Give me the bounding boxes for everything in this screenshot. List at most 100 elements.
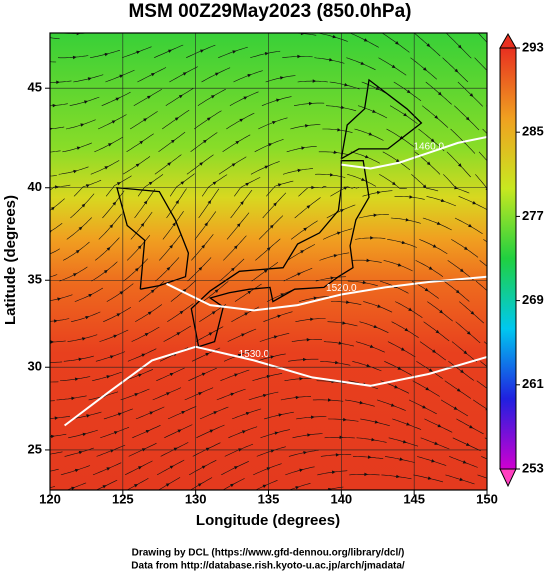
stream-arrow: [469, 93, 474, 97]
stream-arrow: [460, 369, 464, 374]
streamline: [50, 175, 57, 177]
stream-arrow: [428, 368, 433, 372]
stream-arrow: [469, 424, 474, 429]
y-tick-label: 35: [28, 272, 42, 287]
stream-arrow: [201, 465, 206, 469]
stream-arrow: [116, 313, 121, 317]
stream-arrow: [303, 227, 308, 232]
streamline: [50, 248, 60, 255]
streamline: [442, 57, 469, 83]
stream-arrow: [209, 429, 214, 433]
streamline: [131, 326, 160, 342]
stream-arrow: [202, 139, 207, 144]
streamline: [221, 33, 223, 34]
stream-arrow: [7, 402, 11, 405]
stream-arrow: [268, 143, 273, 147]
stream-arrow: [362, 280, 367, 285]
stream-arrow: [308, 101, 313, 106]
streamline: [419, 239, 448, 255]
streamline: [451, 239, 479, 258]
streamline: [453, 105, 480, 131]
stream-arrow: [329, 173, 334, 177]
contour-line: [166, 275, 487, 312]
stream-arrow: [173, 447, 178, 451]
stream-arrow: [168, 49, 172, 53]
streamline: [167, 303, 194, 322]
streamline: [50, 468, 59, 472]
stream-arrow: [78, 450, 83, 455]
streamline: [457, 81, 484, 107]
streamline: [447, 260, 474, 281]
stream-arrow: [141, 353, 146, 357]
stream-arrow: [200, 49, 204, 53]
stream-arrow: [41, 59, 45, 62]
stream-arrow: [214, 289, 219, 293]
stream-arrow: [116, 182, 121, 186]
stream-arrow: [466, 442, 470, 446]
stream-arrow: [374, 420, 379, 424]
stream-arrow: [177, 429, 182, 433]
stream-arrow: [231, 163, 236, 167]
stream-arrow: [437, 423, 442, 428]
streamline: [154, 44, 184, 58]
streamline: [162, 211, 184, 240]
stream-arrow: [276, 98, 280, 102]
stream-arrow: [372, 109, 377, 113]
stream-arrow: [437, 91, 442, 96]
stream-arrow: [169, 244, 173, 249]
stream-arrow: [366, 363, 371, 368]
streamline: [251, 262, 279, 282]
stream-arrow: [204, 26, 208, 29]
stream-arrow: [426, 43, 431, 47]
stream-arrow: [135, 163, 140, 168]
stream-arrow: [422, 184, 427, 189]
stream-arrow: [11, 38, 15, 41]
coastline: [340, 78, 423, 160]
stream-arrow: [402, 439, 407, 444]
streamline: [197, 88, 226, 106]
stream-arrow: [312, 79, 317, 83]
streamline: [130, 211, 153, 240]
stream-arrow: [277, 183, 282, 187]
y-tick-label: 40: [28, 179, 42, 194]
stream-arrow: [331, 470, 336, 474]
streamline: [481, 456, 487, 460]
stream-arrow: [404, 327, 409, 332]
stream-arrow: [201, 244, 205, 249]
streamline: [4, 438, 34, 439]
streamline: [379, 174, 407, 189]
stream-arrow: [73, 273, 77, 277]
stream-arrow: [236, 223, 241, 227]
stream-arrow: [106, 467, 111, 471]
stream-arrow: [81, 203, 86, 208]
streamline: [169, 66, 198, 83]
y-tick-label: 25: [28, 441, 42, 456]
streamline: [126, 133, 154, 153]
streamline: [473, 399, 487, 410]
streamline: [106, 283, 134, 302]
colorbar-tick-label: 261: [522, 376, 544, 391]
stream-arrow: [492, 370, 496, 374]
stream-arrow: [174, 117, 179, 121]
stream-arrow: [274, 431, 279, 435]
streamline: [416, 361, 443, 379]
streamline: [165, 88, 194, 106]
stream-arrow: [490, 45, 494, 49]
stream-arrow: [109, 355, 114, 359]
stream-arrow: [299, 377, 304, 381]
streamline: [234, 283, 262, 302]
streamline: [347, 174, 377, 187]
stream-arrow: [169, 465, 174, 469]
streamline: [414, 33, 441, 57]
streamline: [50, 381, 59, 383]
stream-arrow: [134, 393, 139, 397]
streamline: [478, 33, 487, 43]
streamline: [459, 301, 485, 324]
stream-arrow: [147, 311, 152, 315]
stream-arrow: [20, 108, 24, 111]
stream-arrow: [425, 387, 430, 391]
stream-arrow: [239, 118, 244, 123]
streamline: [129, 111, 158, 130]
streamline: [137, 67, 167, 83]
stream-arrow: [300, 250, 305, 254]
